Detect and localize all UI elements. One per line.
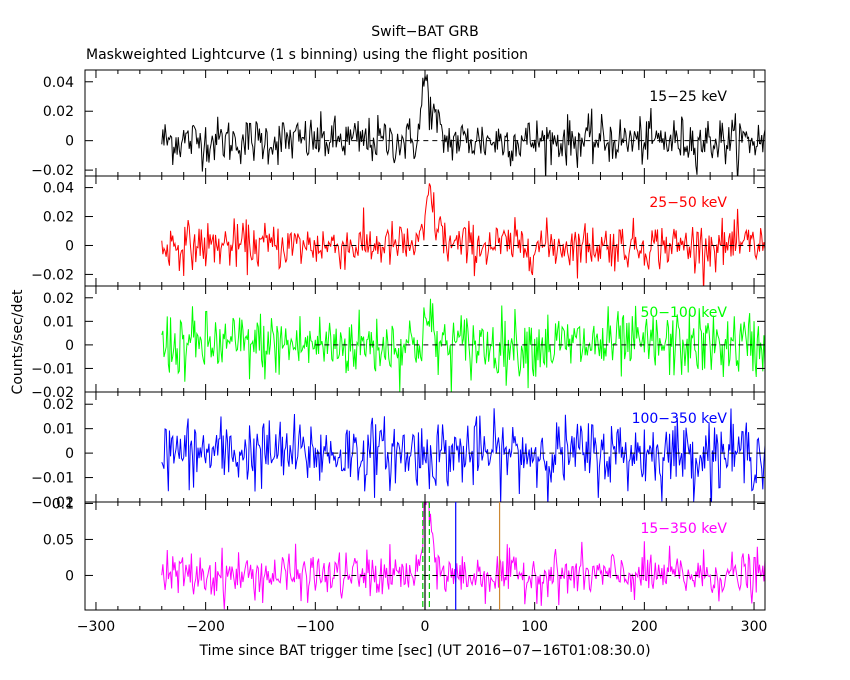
y-tick-label: −0.02 [31, 495, 74, 511]
panel-1: −0.02 0 0.02 0.04 25−50 keV [31, 175, 766, 287]
y-tick-label: 0.01 [43, 314, 74, 330]
band-label: 100−350 keV [632, 411, 728, 427]
panel-4: 0 0.05 0.1 15−350 keV [43, 496, 766, 611]
y-tick-label: 0.02 [43, 291, 74, 307]
y-tick-label: 0 [65, 446, 74, 462]
y-tick-label: 0.05 [43, 532, 74, 548]
y-tick-label: 0 [65, 568, 74, 584]
panel-2: −0.02 −0.01 0 0.01 0.02 50−100 keV [31, 285, 766, 401]
chart-title: Swift−BAT GRB [371, 24, 478, 40]
lightcurve-series-1 [161, 183, 765, 286]
y-tick-label: −0.01 [31, 471, 74, 487]
y-axis-label: Counts/sec/det [10, 289, 26, 394]
lightcurve-series-2 [161, 298, 765, 392]
x-tick-label: 300 [741, 619, 768, 635]
y-tick-label: 0 [65, 338, 74, 354]
y-tick-label: 0 [65, 134, 74, 150]
y-tick-label: 0 [65, 238, 74, 254]
y-tick-label: 0.02 [43, 104, 74, 120]
panel-frame [84, 285, 766, 393]
plot-area: −0.02 0 0.02 0.04 15−25 keV −0.02 0 0.02 0.04 25−… [31, 69, 768, 635]
x-axis-label: Time since BAT trigger time [sec] (UT 20… [198, 643, 650, 659]
x-tick-label: 200 [631, 619, 658, 635]
y-tick-label: 0.02 [43, 210, 74, 226]
band-label: 15−25 keV [649, 89, 727, 105]
lightcurve-series-4 [161, 502, 765, 610]
x-tick-label: −100 [296, 619, 334, 635]
y-tick-label: 0.04 [43, 75, 74, 91]
y-tick-label: −0.02 [31, 267, 74, 283]
x-tick-label: −300 [77, 619, 115, 635]
y-tick-label: −0.02 [31, 385, 74, 401]
panel-3: −0.02 −0.01 0 0.01 0.02 100−350 keV [31, 391, 766, 511]
x-tick-label: −200 [186, 619, 224, 635]
panel-frame [84, 391, 766, 503]
y-tick-label: −0.02 [31, 163, 74, 179]
y-tick-label: 0.02 [43, 397, 74, 413]
y-tick-label: −0.01 [31, 361, 74, 377]
x-tick-label: 100 [521, 619, 548, 635]
panel-0: −0.02 0 0.02 0.04 15−25 keV [31, 69, 766, 179]
panel-frame [84, 69, 766, 177]
band-label: 50−100 keV [640, 305, 727, 321]
lightcurve-series-3 [161, 408, 765, 502]
chart-subtitle: Maskweighted Lightcurve (1 s binning) us… [86, 47, 528, 63]
x-tick-label: 0 [421, 619, 430, 635]
band-label: 15−350 keV [640, 521, 727, 537]
y-tick-label: 0.01 [43, 422, 74, 438]
y-tick-label: 0.1 [52, 496, 74, 512]
y-tick-label: 0.04 [43, 181, 74, 197]
band-label: 25−50 keV [649, 195, 727, 211]
lightcurve-series-0 [161, 74, 765, 176]
